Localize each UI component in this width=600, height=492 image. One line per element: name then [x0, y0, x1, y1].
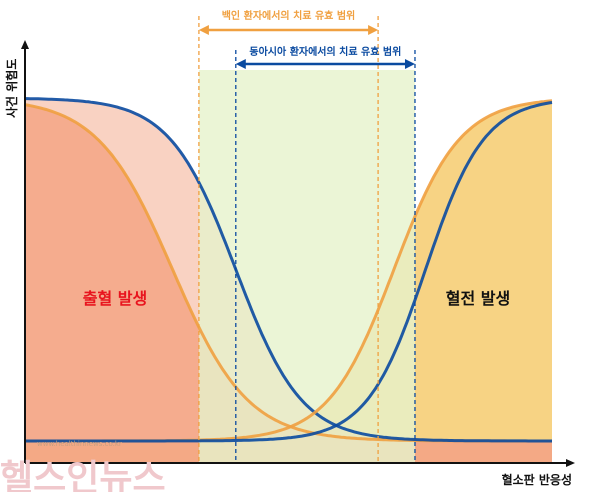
asian-range-label: 동아시아 환자에서의 치료 유효 범위	[249, 45, 401, 58]
series-line-1	[25, 97, 552, 443]
x-axis-arrow	[566, 459, 575, 467]
bleeding-area-asian	[25, 98, 552, 463]
y-axis-label: 사건 위험도	[4, 59, 19, 118]
x-axis-label: 혈소판 반응성	[502, 472, 572, 487]
watermark-url: www.healthinnews.co.kr	[37, 440, 122, 448]
y-axis-arrow	[21, 40, 29, 49]
thrombosis-area	[25, 100, 552, 464]
thrombosis-label: 혈전 발생	[446, 289, 510, 308]
bleeding-label: 출혈 발생	[83, 289, 147, 308]
white-range-label: 백인 환자에서의 치료 유효 범위	[222, 9, 356, 22]
watermark-logo: 헬스인뉴스	[0, 458, 166, 492]
series-line-3	[25, 101, 553, 443]
